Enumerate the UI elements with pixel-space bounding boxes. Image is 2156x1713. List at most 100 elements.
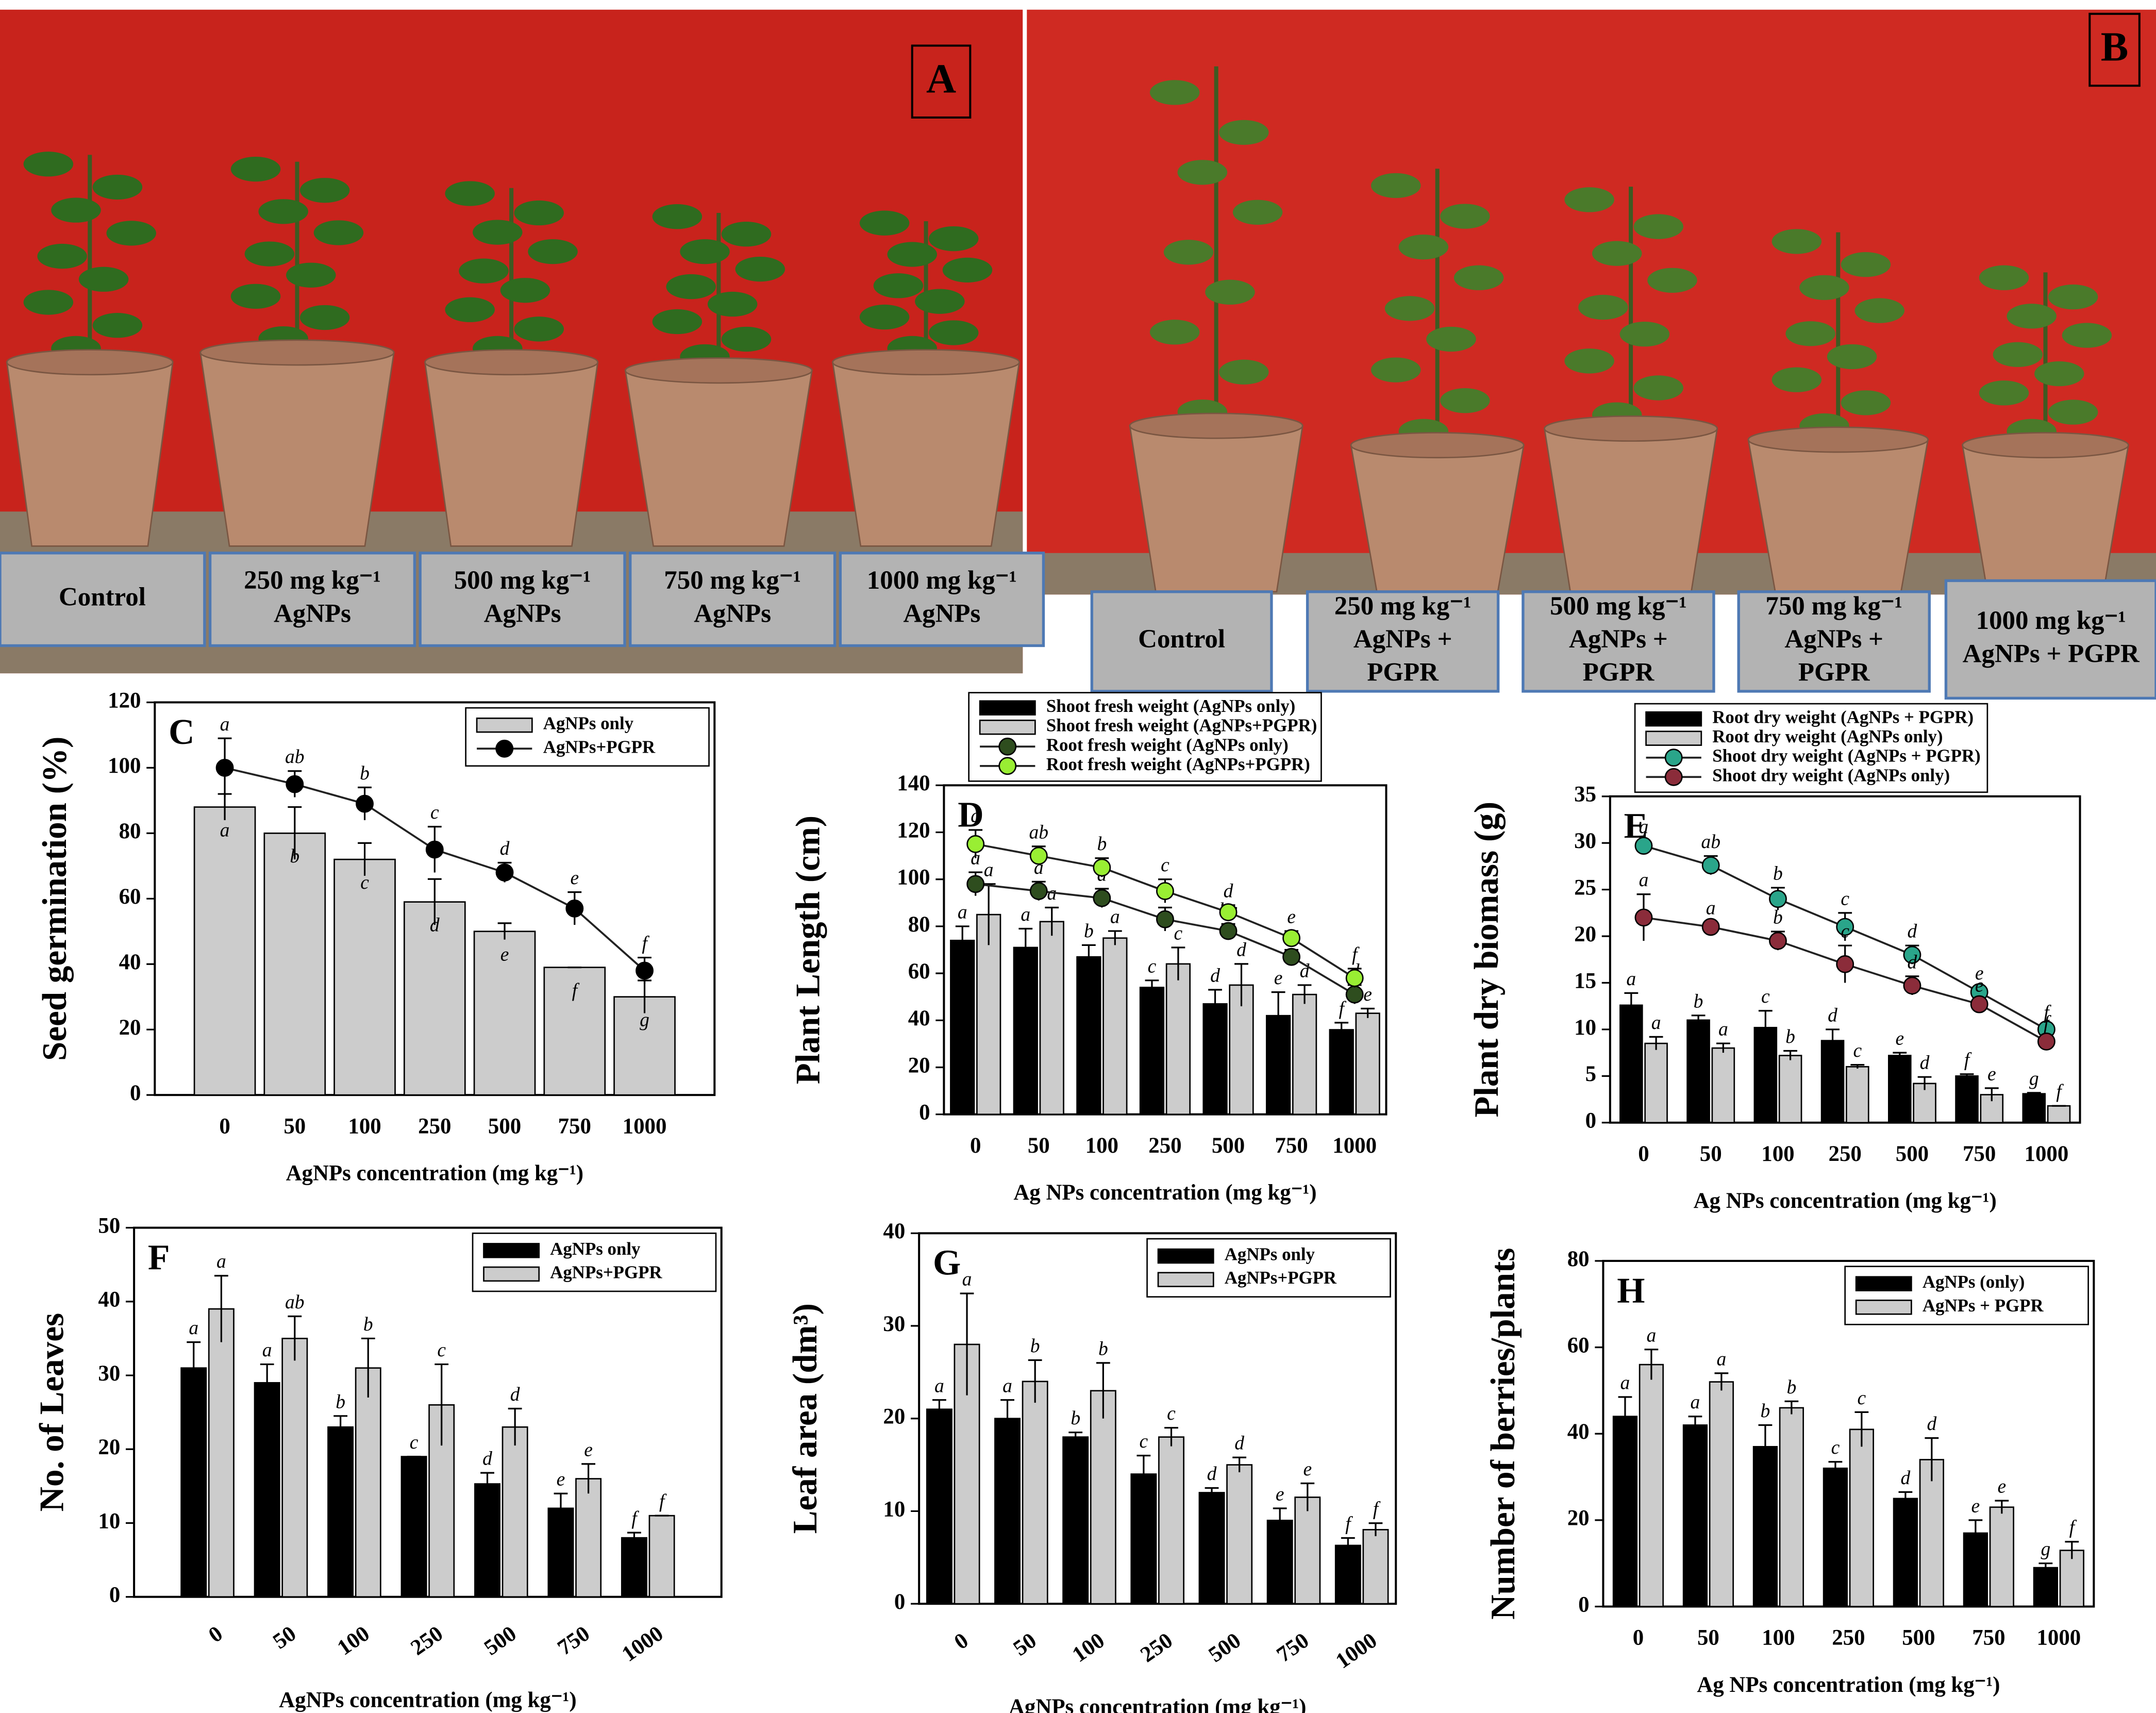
label-box: [629, 552, 837, 647]
marker: [636, 961, 654, 980]
leaf: [1149, 80, 1200, 105]
bar: [1989, 1506, 2014, 1607]
bar: [1887, 1055, 1912, 1124]
y-tick-label: 10: [1574, 1016, 1596, 1040]
bar: [1355, 1012, 1380, 1116]
significance-letter: g: [2041, 1539, 2050, 1560]
marker: [966, 875, 985, 893]
bar: [281, 1338, 308, 1598]
pot-rim: [832, 349, 1020, 376]
x-tick-label: 250: [406, 1621, 447, 1660]
legend-swatch: [1157, 1272, 1214, 1287]
legend-label: Shoot dry weight (AgNPs only): [1712, 765, 1950, 785]
x-axis-label: AgNPs concentration (mg kg⁻¹): [286, 1161, 583, 1186]
leaf: [735, 256, 785, 282]
x-tick-label: 100: [1068, 1628, 1109, 1667]
marker: [495, 863, 514, 882]
label-box: [1522, 590, 1715, 693]
leaf: [1578, 294, 1628, 320]
significance-letter: e: [1975, 975, 1984, 996]
significance-letter: c: [410, 1432, 419, 1453]
y-tick-label: 80: [119, 819, 141, 843]
significance-letter: b: [1030, 1336, 1040, 1357]
legend-swatch: [1645, 730, 1702, 746]
significance-letter: e: [1303, 1459, 1312, 1480]
panel-letter: H: [1617, 1271, 1645, 1310]
y-tick-label: 30: [883, 1312, 905, 1336]
plot-frame: [943, 784, 1388, 1116]
significance-letter: b: [1098, 1338, 1108, 1359]
significance-letter: d: [1207, 1463, 1217, 1485]
x-tick-label: 500: [488, 1114, 521, 1138]
photo-label: AgNPs +: [1569, 625, 1668, 654]
legend-marker: [1664, 768, 1683, 786]
x-tick-label: 0: [1638, 1142, 1649, 1166]
y-tick-label: 40: [119, 950, 141, 974]
y-tick-label: 40: [883, 1219, 905, 1243]
leaf: [721, 222, 772, 247]
panel-letter: D: [958, 795, 983, 835]
y-tick-label: 10: [883, 1497, 905, 1521]
bar: [1612, 1416, 1638, 1607]
leaf: [92, 174, 143, 200]
leaf: [514, 200, 564, 226]
leaf: [1771, 229, 1822, 254]
panel-letter: B: [2101, 24, 2129, 70]
significance-letter: a: [962, 1269, 972, 1290]
significance-letter: a: [220, 820, 230, 841]
leaf: [1163, 240, 1214, 265]
panel-box: [911, 44, 972, 119]
leaf: [1993, 342, 2043, 367]
leaf: [666, 274, 716, 300]
significance-letter: b: [290, 846, 299, 867]
x-tick-label: 1000: [1332, 1134, 1377, 1158]
significance-letter: c: [1174, 923, 1183, 944]
x-tick-label: 100: [348, 1114, 381, 1138]
significance-letter: b: [336, 1391, 345, 1412]
bar: [1158, 1436, 1184, 1605]
significance-letter: f: [1345, 1514, 1353, 1535]
x-tick-label: 750: [553, 1621, 594, 1660]
legend-swatch: [476, 717, 533, 733]
legend-label: AgNPs+PGPR: [543, 737, 656, 757]
bar: [1752, 1446, 1778, 1607]
legend-swatch: [483, 1243, 540, 1258]
significance-letter: f: [642, 933, 649, 954]
x-tick-label: 1000: [2025, 1142, 2069, 1166]
leaf: [1426, 326, 1476, 352]
bar: [1226, 1464, 1253, 1605]
significance-letter: a: [1647, 1325, 1657, 1346]
leaf: [942, 257, 993, 283]
y-tick-label: 0: [130, 1081, 141, 1105]
legend-label: Root fresh weight (AgNPs only): [1046, 735, 1289, 755]
bar: [2022, 1093, 2046, 1124]
bar: [1334, 1544, 1361, 1605]
significance-letter: d: [1927, 1413, 1936, 1435]
leaf: [2062, 323, 2112, 348]
bar: [1711, 1047, 1735, 1124]
y-tick-label: 20: [908, 1053, 930, 1077]
significance-letter: e: [1971, 1495, 1980, 1517]
x-tick-label: 50: [1028, 1134, 1050, 1158]
marker: [1634, 908, 1653, 927]
significance-letter: e: [570, 868, 579, 889]
label-box: [1944, 579, 2156, 700]
label-box: [1306, 590, 1500, 693]
leaf: [887, 242, 937, 267]
x-tick-label: 250: [418, 1114, 451, 1138]
marker: [1219, 903, 1238, 922]
legend-swatch: [1157, 1248, 1214, 1264]
significance-letter: b: [1694, 991, 1703, 1012]
photo-label: AgNPs: [274, 600, 351, 628]
leaf: [652, 204, 703, 229]
leaf: [873, 273, 924, 298]
panel-letter: C: [169, 712, 194, 752]
pot-rim: [624, 357, 813, 384]
pot: [624, 370, 813, 547]
significance-letter: e: [557, 1469, 565, 1490]
bar: [1229, 984, 1254, 1116]
significance-letter: b: [1773, 907, 1783, 928]
significance-letter: f: [2069, 1517, 2077, 1538]
bar: [1919, 1459, 1944, 1607]
